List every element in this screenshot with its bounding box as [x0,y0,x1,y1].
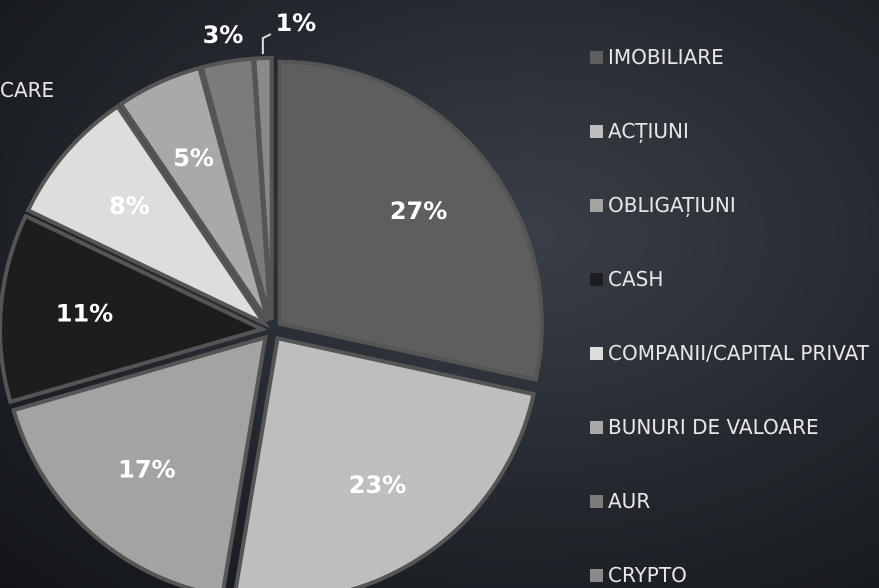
pie-slice [252,56,274,321]
legend-swatch [590,569,603,582]
data-label: 1% [275,9,316,37]
legend-label: ACȚIUNI [608,119,689,143]
data-label: 8% [109,192,150,220]
pie-slice [233,335,536,588]
legend-label: COMPANII/CAPITAL PRIVAT [608,341,869,365]
legend-swatch [590,199,603,212]
data-label: 27% [390,197,447,225]
pie-slice [25,103,271,329]
legend-item: OBLIGAȚIUNI [590,192,875,218]
legend-swatch [590,273,603,286]
data-label: 3% [203,21,244,49]
pie-slice [118,65,270,323]
data-label: 17% [118,456,175,484]
data-label: 5% [173,144,214,172]
pie-slice [277,59,544,382]
legend-swatch [590,347,603,360]
legend-item: CRYPTO [590,562,875,588]
legend-swatch [590,51,603,64]
legend-item: AUR [590,488,875,514]
legend-swatch [590,495,603,508]
data-label: 11% [56,299,113,327]
legend-label: BUNURI DE VALOARE [608,415,819,439]
legend-item: COMPANII/CAPITAL PRIVAT [590,340,875,366]
pie-slice [11,334,268,588]
legend-swatch [590,421,603,434]
pie-slice [0,213,268,405]
legend-label: AUR [608,489,651,513]
legend-label: IMOBILIARE [608,45,724,69]
data-label: 23% [349,471,406,499]
legend-label: OBLIGAȚIUNI [608,193,736,217]
legend-item: CASH [590,266,875,292]
legend-swatch [590,125,603,138]
annotation: CARE [0,78,55,102]
legend-item: IMOBILIARE [590,44,875,70]
legend-label: CASH [608,267,664,291]
legend-item: ACȚIUNI [590,118,875,144]
legend-item: BUNURI DE VALOARE [590,414,875,440]
leader-line [261,33,272,55]
legend-label: CRYPTO [608,563,687,587]
